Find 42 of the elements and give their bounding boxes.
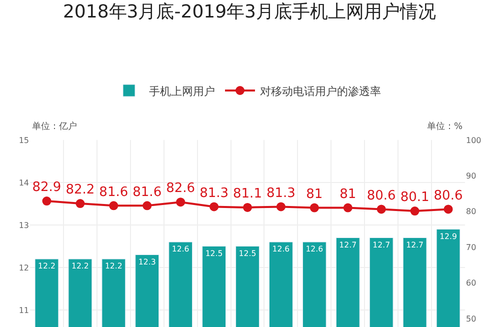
point (343, 203, 352, 212)
data-label: 81 (340, 186, 356, 202)
y2-tick-label: 60 (466, 278, 476, 288)
data-label: 80.1 (400, 190, 430, 206)
data-label: 81.1 (233, 186, 262, 202)
data-label: 81.6 (99, 184, 128, 200)
y-tick-label: 13 (18, 220, 29, 230)
y-tick-label: 11 (18, 306, 29, 315)
data-label: 81 (306, 186, 323, 202)
y2-tick-label: 70 (466, 242, 476, 252)
legend-label: 手机上网用户 (149, 84, 215, 98)
point (276, 202, 286, 212)
point (142, 201, 152, 210)
data-label: 80.6 (366, 188, 396, 204)
legend-label: 对移动电话用户的渗透率 (260, 84, 381, 98)
y2-tick-label: 90 (466, 171, 476, 180)
data-label: 81.3 (266, 186, 296, 201)
y2-tick-label: 50 (466, 314, 476, 324)
y2-tick-label: 100 (466, 136, 482, 145)
point (210, 202, 219, 212)
chart-title: 2018年3月底-2019年3月底手机上网用户情况 (62, 2, 436, 23)
point (243, 202, 252, 212)
point (376, 204, 386, 214)
data-label: 82.2 (66, 182, 95, 198)
point (310, 203, 319, 212)
data-label: 81.3 (200, 186, 229, 201)
point (76, 199, 85, 208)
point (176, 198, 186, 207)
point (42, 196, 52, 206)
y-tick-label: 14 (18, 178, 29, 188)
data-label: 81.6 (132, 184, 162, 200)
y-tick-label: 12 (18, 263, 29, 272)
point (410, 206, 420, 216)
point (109, 201, 118, 210)
text: 单位：% (427, 121, 463, 132)
point (444, 204, 453, 214)
data-label: 80.6 (434, 188, 463, 204)
y-tick-label: 15 (18, 136, 29, 145)
data-label: 82.9 (32, 180, 62, 196)
y2-tick-label: 80 (466, 207, 476, 216)
text: 单位：亿户 (32, 121, 77, 132)
data-label: 82.6 (166, 181, 196, 196)
